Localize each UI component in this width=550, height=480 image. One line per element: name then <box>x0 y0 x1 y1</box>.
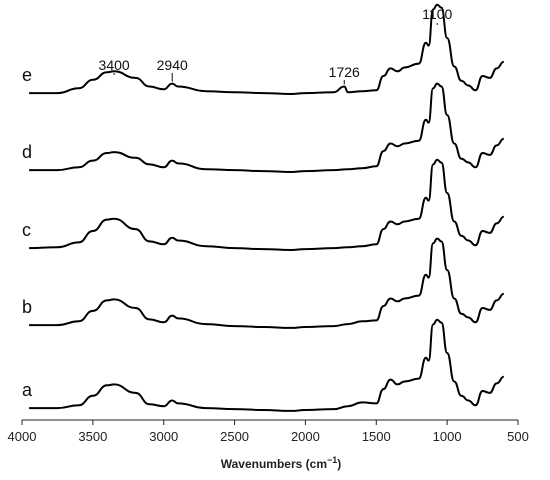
x-tick-label-4000: 4000 <box>8 429 37 444</box>
x-tick-label-1500: 1500 <box>362 429 391 444</box>
x-tick-label-500: 500 <box>507 429 529 444</box>
x-tick-label-2500: 2500 <box>220 429 249 444</box>
series-labels: a b c d e <box>22 65 33 400</box>
trace-b <box>29 237 505 329</box>
trace-c <box>29 158 505 251</box>
x-axis-label: Wavenumbers (cm−1) <box>221 455 342 471</box>
spectra-traces <box>29 3 505 412</box>
annotation-2940: 2940 <box>157 57 188 73</box>
series-label-b: b <box>22 297 32 317</box>
series-label-a: a <box>22 380 33 400</box>
x-tick-label-3500: 3500 <box>78 429 107 444</box>
annotation-1726: 1726 <box>329 64 360 80</box>
series-label-c: c <box>22 220 31 240</box>
annotation-1100: 1100 <box>422 6 452 22</box>
x-tick-label-2000: 2000 <box>291 429 320 444</box>
trace-a <box>29 318 505 412</box>
trace-e <box>29 3 505 95</box>
x-tick-label-1000: 1000 <box>433 429 462 444</box>
series-label-d: d <box>22 142 32 162</box>
peak-annotations: 3400 2940 1726 1100 <box>99 6 452 85</box>
trace-d <box>29 82 505 173</box>
x-axis: 4000 3500 3000 2500 2000 1500 1000 500 <box>8 419 529 444</box>
x-tick-label-3000: 3000 <box>149 429 178 444</box>
x-axis-label-superscript: −1 <box>327 455 337 465</box>
annotation-3400: 3400 <box>99 57 130 73</box>
series-label-e: e <box>22 65 32 85</box>
